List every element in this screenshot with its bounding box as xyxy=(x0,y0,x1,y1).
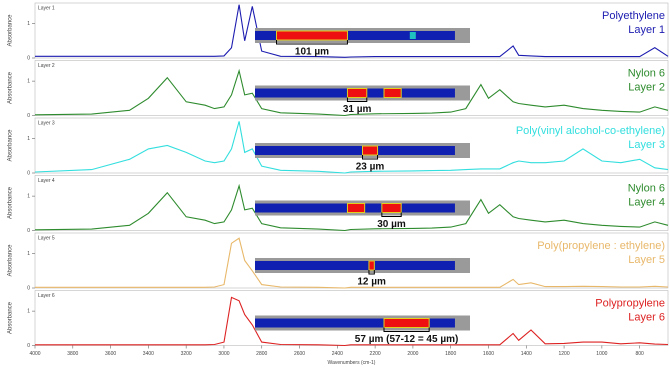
x-tick-label: 3800 xyxy=(67,351,78,357)
chart: Layer 1Absorbance01PolyethyleneLayer 110… xyxy=(0,0,670,376)
y-tick-label: 1 xyxy=(27,308,30,314)
legend-entry: Polypropylene xyxy=(595,297,665,309)
x-tick-label: 1400 xyxy=(521,351,532,357)
measurement: 23 µm xyxy=(356,162,385,173)
inset-band xyxy=(347,89,366,98)
legend-entry: Poly(vinyl alcohol-co-ethylene) xyxy=(516,125,665,137)
y-axis-label: Absorbance xyxy=(8,71,14,104)
x-tick-label: 3200 xyxy=(181,351,192,357)
measurement: 101 µm xyxy=(295,47,329,58)
y-tick-label: 0 xyxy=(27,343,30,349)
y-tick-label: 1 xyxy=(27,21,30,27)
x-tick-label: 2400 xyxy=(332,351,343,357)
y-tick-label: 0 xyxy=(27,113,30,119)
y-tick-label: 1 xyxy=(27,136,30,142)
panel-label: Layer 4 xyxy=(38,178,55,184)
legend-entry: Poly(propylene : ethylene) xyxy=(537,240,665,252)
x-axis-label: Wavenumbers (cm-1) xyxy=(328,360,376,366)
inset-band xyxy=(277,31,348,40)
inset-band xyxy=(347,204,364,213)
y-tick-label: 1 xyxy=(27,193,30,199)
legend-entry: Nylon 6 xyxy=(628,182,665,194)
y-tick-label: 1 xyxy=(27,251,30,257)
x-tick-label: 2000 xyxy=(407,351,418,357)
measurement: 57 µm (57-12 = 45 µm) xyxy=(355,334,459,345)
legend-entry: Nylon 6 xyxy=(628,67,665,79)
y-tick-label: 0 xyxy=(27,170,30,176)
y-axis-label: Absorbance xyxy=(8,301,14,334)
inset-band xyxy=(363,146,378,155)
panel-label: Layer 2 xyxy=(38,63,55,69)
x-tick-label: 1000 xyxy=(596,351,607,357)
inset-band xyxy=(384,89,401,98)
measurement: 31 µm xyxy=(343,104,372,115)
inset-band xyxy=(382,204,401,213)
x-tick-label: 2200 xyxy=(370,351,381,357)
panel-label: Layer 6 xyxy=(38,293,55,299)
inset-map xyxy=(255,261,455,270)
x-tick-label: 800 xyxy=(635,351,644,357)
layer-label: Layer 6 xyxy=(628,311,665,323)
panel-label: Layer 5 xyxy=(38,235,55,241)
x-tick-label: 1800 xyxy=(445,351,456,357)
inset-band xyxy=(384,319,429,328)
layer-label: Layer 2 xyxy=(628,81,665,93)
y-tick-label: 1 xyxy=(27,78,30,84)
y-axis-label: Absorbance xyxy=(8,244,14,277)
y-axis-label: Absorbance xyxy=(8,14,14,47)
x-tick-label: 4000 xyxy=(29,351,40,357)
inset-band xyxy=(369,261,374,270)
y-axis-label: Absorbance xyxy=(8,186,14,219)
measurement: 30 µm xyxy=(377,219,406,230)
layer-label: Layer 3 xyxy=(628,139,665,151)
panel-label: Layer 3 xyxy=(38,120,55,126)
x-tick-label: 3600 xyxy=(105,351,116,357)
y-tick-label: 0 xyxy=(27,285,30,291)
y-axis-label: Absorbance xyxy=(8,129,14,162)
x-tick-label: 1200 xyxy=(559,351,570,357)
y-tick-label: 0 xyxy=(27,228,30,234)
measurement: 12 µm xyxy=(357,277,386,288)
legend-entry: Polyethylene xyxy=(602,10,665,22)
x-tick-label: 3000 xyxy=(218,351,229,357)
y-tick-label: 0 xyxy=(27,55,30,61)
x-tick-label: 3400 xyxy=(143,351,154,357)
panel-label: Layer 1 xyxy=(38,5,55,11)
x-tick-label: 2600 xyxy=(294,351,305,357)
layer-label: Layer 4 xyxy=(628,196,665,208)
layer-label: Layer 5 xyxy=(628,254,665,266)
inset-map xyxy=(255,146,455,155)
layer-label: Layer 1 xyxy=(628,24,665,36)
inset-spot xyxy=(410,32,416,39)
x-tick-label: 2800 xyxy=(256,351,267,357)
x-tick-label: 1600 xyxy=(483,351,494,357)
